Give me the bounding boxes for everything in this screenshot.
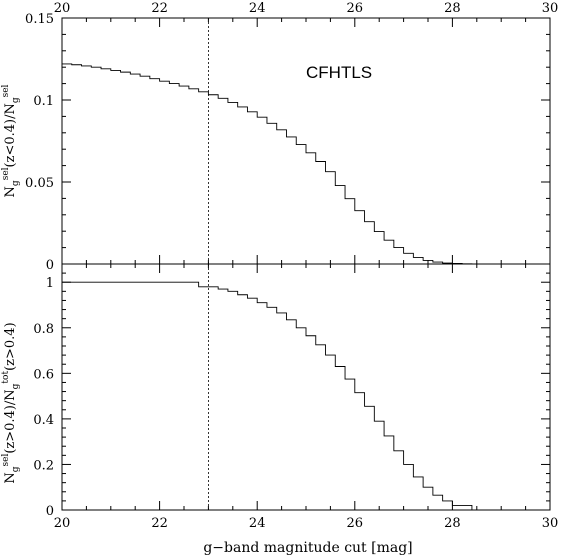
y-tick-label: 0.15 — [25, 12, 54, 27]
y-tick-label: 0.2 — [33, 458, 54, 473]
y-axis-label: Ngsel(z<0.4)/Ngsel — [1, 84, 21, 197]
y-tick-label: 0 — [46, 504, 54, 519]
y-axis-label: Ngsel(z>0.4)/Ngtot(z>0.4) — [1, 322, 21, 483]
y-tick-label: 0.1 — [33, 94, 54, 109]
chart-annotation: CFHTLS — [306, 63, 372, 82]
y-tick-label: 0.05 — [25, 176, 54, 191]
plot-frame — [61, 263, 551, 511]
y-tick-label: 0 — [46, 258, 54, 273]
x-tick-label: 20 — [54, 1, 71, 16]
y-tick-label: 1 — [46, 276, 54, 291]
x-tick-label: 22 — [151, 1, 168, 16]
y-tick-label: 0.6 — [33, 367, 54, 382]
x-tick-label: 28 — [444, 1, 461, 16]
x-tick-label: 26 — [347, 1, 364, 16]
x-tick-label: 28 — [444, 516, 461, 531]
plot-frame — [61, 17, 551, 265]
x-tick-label: 24 — [249, 516, 266, 531]
x-tick-label: 22 — [151, 516, 168, 531]
x-tick-label: 24 — [249, 1, 266, 16]
x-tick-label: 30 — [542, 516, 559, 531]
step-series — [62, 281, 482, 511]
step-series — [62, 63, 550, 265]
top-panel: 20 22 24 26 28 30 0 0.05 0.1 0.15 Ngsel(z<0.4)/Ngs… — [1, 1, 558, 273]
x-tick-label: 20 — [54, 516, 71, 531]
x-tick-label: 30 — [542, 1, 559, 16]
y-tick-label: 0.8 — [33, 322, 54, 337]
y-tick-label: 0.4 — [33, 413, 54, 428]
x-tick-label: 26 — [347, 516, 364, 531]
x-axis-label: g−band magnitude cut [mag] — [203, 540, 412, 556]
bottom-panel: 20 22 24 26 28 30 0 0.2 0.4 0.6 0.8 1 Ngsel(z>0.4)/N… — [1, 263, 559, 531]
